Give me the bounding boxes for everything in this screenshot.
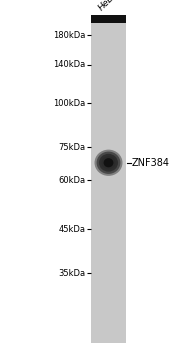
Text: HeLa: HeLa [97, 0, 120, 12]
Ellipse shape [99, 154, 118, 172]
Bar [91, 15, 126, 23]
Text: 60kDa: 60kDa [59, 176, 86, 185]
Text: 180kDa: 180kDa [53, 30, 86, 40]
Ellipse shape [97, 152, 120, 174]
Ellipse shape [102, 156, 116, 169]
Text: 100kDa: 100kDa [54, 99, 86, 108]
Bar [91, 23, 126, 343]
Text: 75kDa: 75kDa [59, 142, 86, 152]
Ellipse shape [94, 150, 122, 176]
Text: 140kDa: 140kDa [54, 60, 86, 69]
Text: ZNF384: ZNF384 [132, 158, 170, 168]
Text: 35kDa: 35kDa [59, 268, 86, 278]
Ellipse shape [104, 158, 113, 167]
Text: 45kDa: 45kDa [59, 225, 86, 234]
